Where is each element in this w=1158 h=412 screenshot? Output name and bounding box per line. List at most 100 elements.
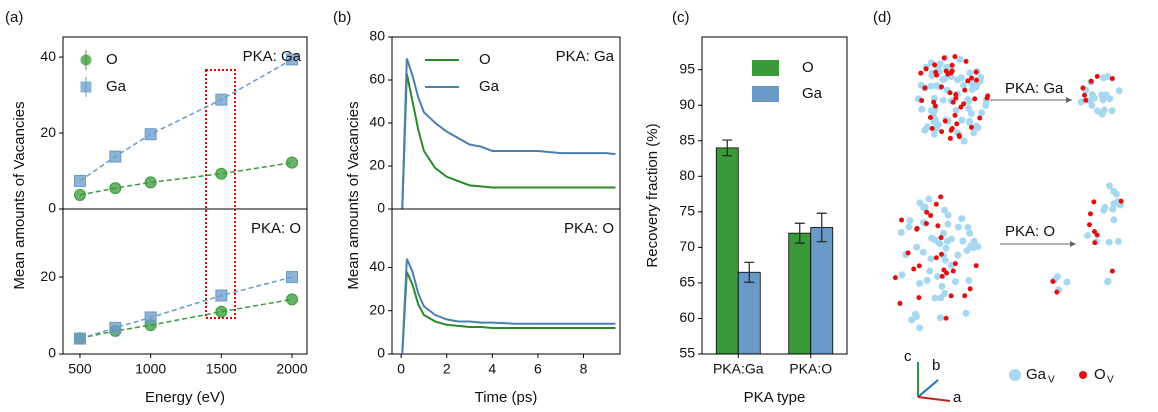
atom-ga — [941, 206, 949, 214]
atom-ga — [965, 97, 973, 105]
atom-ga — [957, 74, 965, 82]
atom-o — [933, 255, 939, 261]
series-group — [401, 58, 616, 210]
atom-o — [953, 95, 959, 101]
atom-o — [962, 87, 968, 93]
point — [73, 332, 86, 345]
series-line — [401, 271, 616, 355]
y-tick-label: 0 — [377, 345, 385, 361]
annotation: PKA: O — [564, 220, 614, 237]
atom-ga — [978, 109, 986, 117]
atom-ga — [944, 211, 952, 219]
atom-ga — [960, 137, 968, 145]
atom-ga — [1110, 200, 1118, 208]
atom-o — [950, 99, 956, 105]
atom-ga — [954, 251, 962, 259]
legend-text: O — [106, 51, 118, 68]
legend-marker — [1079, 371, 1087, 379]
atom-o — [941, 55, 947, 61]
atom-ga — [928, 72, 936, 80]
atom-ga — [1104, 278, 1112, 286]
atom-ga — [1115, 87, 1123, 95]
y-axis-label: Recovery fraction (%) — [644, 123, 661, 267]
atom-ga — [974, 124, 982, 132]
point — [144, 311, 157, 324]
axis-label: c — [904, 348, 912, 365]
legend-marker — [752, 60, 779, 76]
atom-o — [922, 85, 928, 91]
y-tick-label: 70 — [679, 238, 695, 254]
atom-o — [905, 250, 911, 256]
atom-o — [1092, 240, 1098, 246]
legend-text: Ga — [479, 78, 500, 95]
atom-ga — [962, 309, 970, 317]
atom-ga — [897, 229, 905, 237]
atom-ga — [1108, 107, 1116, 115]
atom-ga — [942, 244, 950, 252]
axis-a — [917, 396, 951, 402]
atom-o — [938, 235, 944, 241]
legend-text: Ga — [106, 78, 127, 95]
atom-o — [1094, 73, 1100, 79]
atom-ga — [912, 313, 920, 321]
atom-o — [923, 66, 929, 72]
atom-ga — [923, 276, 931, 284]
atom-o — [1080, 85, 1086, 91]
y-tick-label: 20 — [369, 301, 385, 317]
atom-o — [938, 84, 944, 90]
point — [215, 289, 228, 302]
y-tick-label: 20 — [40, 268, 56, 284]
point — [286, 53, 299, 66]
atom-ga — [960, 81, 968, 89]
atom-ga — [967, 109, 975, 117]
atom-o — [932, 103, 938, 109]
atom-o — [935, 223, 941, 229]
legend-text: Ga — [802, 85, 823, 102]
arrowhead — [1066, 97, 1072, 103]
legend-marker — [752, 86, 779, 102]
atom-ga — [1090, 94, 1098, 102]
atom-ga — [927, 82, 935, 90]
legend-sub: V — [1048, 375, 1055, 386]
atom-o — [1083, 97, 1089, 103]
atom-o — [963, 58, 969, 64]
atom-ga — [1114, 237, 1122, 245]
point — [286, 271, 299, 284]
atom-o — [972, 96, 978, 102]
atom-ga — [952, 106, 960, 114]
atom-o — [1091, 199, 1097, 205]
atom-o — [931, 99, 937, 105]
atom-ga — [1063, 278, 1071, 286]
atom-o — [918, 70, 924, 76]
atom-ga — [958, 116, 966, 124]
point — [215, 167, 228, 180]
atom-ga — [927, 255, 935, 263]
atom-ga — [959, 237, 967, 245]
atom-o — [950, 268, 956, 274]
atom-o — [1088, 78, 1094, 84]
atom-ga — [1099, 74, 1107, 82]
atom-ga — [964, 223, 972, 231]
atom-o — [1054, 289, 1060, 295]
series-group — [73, 271, 299, 345]
atom-ga — [966, 229, 974, 237]
atom-ga — [913, 243, 921, 251]
atom-ga — [941, 256, 949, 264]
point — [215, 305, 228, 318]
panel-label: (b) — [333, 9, 351, 26]
point — [144, 176, 157, 189]
atom-ga — [1110, 187, 1118, 195]
atom-ga — [906, 217, 914, 225]
atom-ga — [936, 314, 944, 322]
atom-ga — [1088, 101, 1096, 109]
atom-ga — [926, 267, 934, 275]
atom-o — [948, 70, 954, 76]
atom-o — [928, 212, 934, 218]
atom-o — [943, 315, 949, 321]
legend-marker — [1009, 369, 1021, 381]
atom-ga — [1077, 98, 1085, 106]
panel-label: (a) — [5, 9, 23, 26]
point — [109, 182, 122, 195]
atom-ga — [925, 195, 933, 203]
atom-ga — [1105, 182, 1113, 190]
